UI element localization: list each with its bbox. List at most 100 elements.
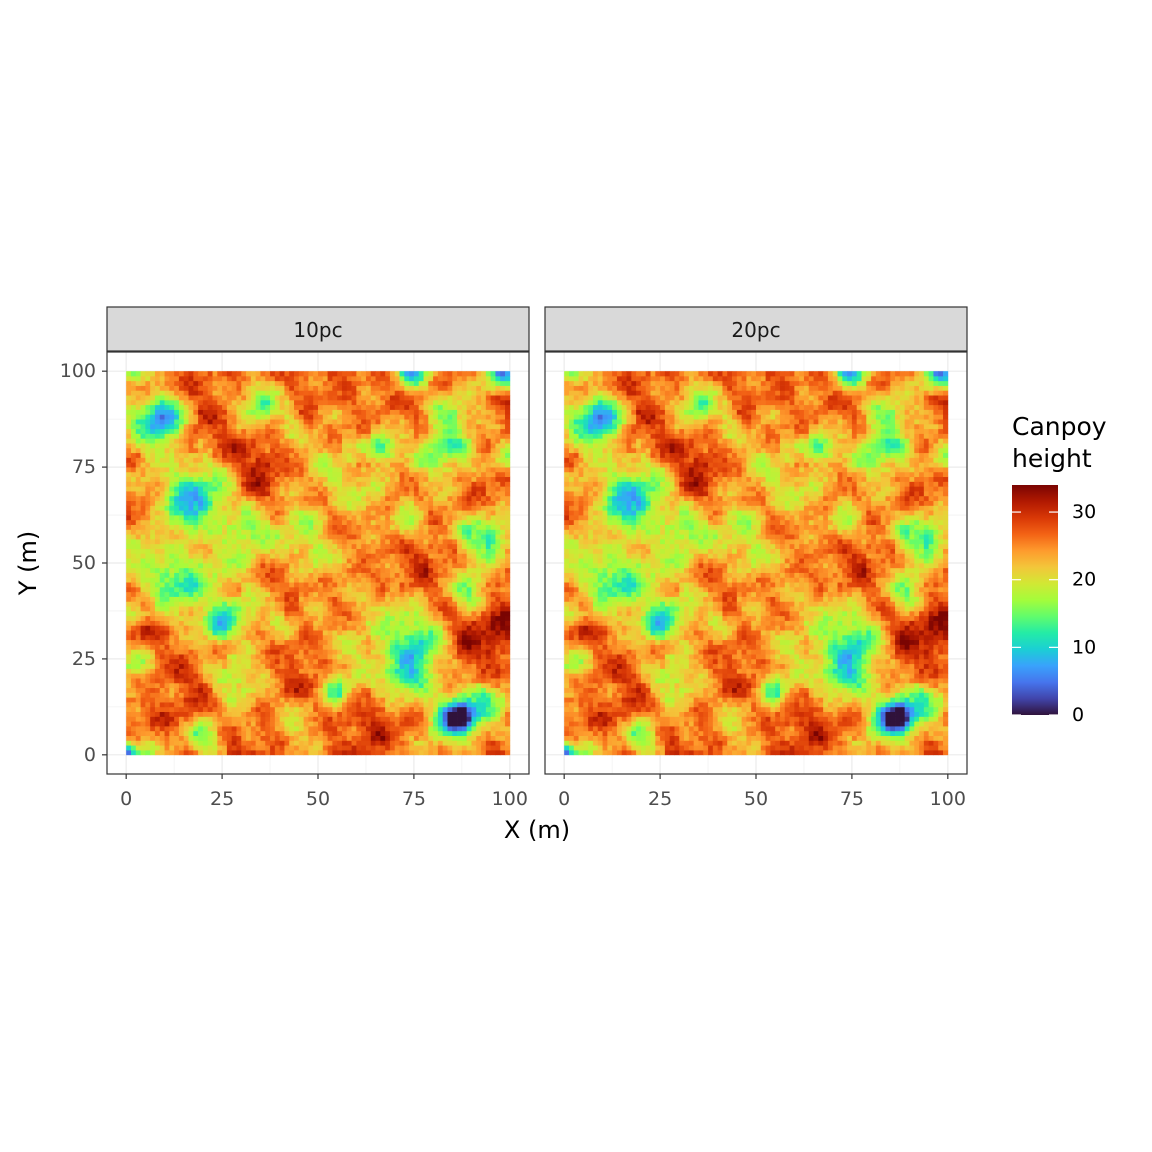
raster-cell: [226, 673, 233, 679]
raster-cell: [140, 558, 146, 564]
raster-cell: [159, 591, 165, 597]
raster-cell: [169, 630, 175, 636]
raster-cell: [183, 553, 189, 559]
raster-cell: [428, 625, 434, 631]
raster-cell: [308, 634, 314, 641]
raster-cell: [341, 505, 348, 511]
raster-cell: [231, 639, 237, 645]
raster-cell: [255, 481, 261, 487]
raster-cell: [481, 601, 487, 607]
raster-cell: [413, 692, 420, 698]
raster-cell: [202, 471, 209, 478]
raster-cell: [226, 481, 233, 487]
raster-cell: [437, 668, 444, 674]
raster-cell: [217, 476, 223, 482]
raster-cell: [389, 654, 396, 660]
raster-cell: [126, 654, 132, 660]
raster-cell: [389, 615, 396, 621]
raster-cell: [423, 519, 429, 525]
raster-cell: [178, 735, 185, 741]
raster-cell: [250, 687, 257, 693]
raster-cell: [442, 673, 448, 679]
raster-cell: [318, 750, 324, 756]
raster-cell: [140, 663, 146, 669]
raster-cell: [250, 500, 257, 506]
raster-cell: [337, 750, 343, 756]
raster-cell: [246, 572, 252, 578]
raster-cell: [231, 553, 237, 559]
raster-cell: [135, 457, 141, 463]
raster-cell: [322, 610, 328, 617]
raster-cell: [500, 457, 506, 463]
raster-cell: [265, 716, 271, 722]
raster-cell: [428, 519, 434, 525]
raster-cell: [437, 615, 444, 621]
raster-cell: [164, 606, 170, 612]
raster-cell: [375, 572, 381, 578]
raster-cell: [385, 726, 391, 732]
raster-cell: [447, 481, 453, 487]
raster-cell: [303, 462, 309, 468]
raster-cell: [385, 644, 391, 650]
raster-cell: [308, 553, 314, 559]
raster-cell: [255, 500, 261, 506]
raster-cell: [361, 539, 367, 545]
raster-cell: [332, 558, 338, 564]
raster-cell: [294, 644, 300, 650]
raster-cell: [140, 721, 146, 727]
raster-cell: [365, 567, 372, 573]
raster-cell: [318, 673, 324, 679]
raster-cell: [322, 567, 328, 573]
raster-cell: [495, 539, 501, 545]
raster-cell: [322, 577, 328, 583]
raster-cell: [433, 591, 439, 597]
raster-cell: [169, 457, 175, 463]
raster-cell: [380, 486, 386, 492]
raster-cell: [198, 668, 204, 674]
raster-cell: [279, 615, 285, 621]
raster-cell: [490, 706, 496, 713]
raster-cell: [188, 615, 194, 621]
raster-cell: [500, 529, 506, 535]
raster-cell: [183, 726, 189, 732]
raster-cell: [413, 654, 420, 660]
raster-cell: [126, 663, 132, 669]
raster-cell: [361, 745, 367, 751]
raster-cell: [226, 711, 233, 717]
raster-cell: [471, 519, 477, 525]
raster-cell: [337, 462, 343, 468]
raster-cell: [341, 663, 348, 669]
raster-cell: [313, 673, 319, 679]
raster-cell: [385, 663, 391, 669]
raster-cell: [217, 510, 223, 516]
raster-cell: [375, 539, 381, 545]
raster-cell: [409, 572, 415, 578]
raster-cell: [265, 721, 271, 727]
raster-cell: [241, 682, 247, 689]
raster-cell: [389, 697, 396, 703]
raster-cell: [270, 543, 276, 549]
raster-cell: [150, 462, 156, 468]
raster-cell: [140, 740, 146, 746]
raster-cell: [351, 563, 357, 569]
raster-cell: [274, 639, 280, 645]
raster-cell: [169, 596, 175, 602]
raster-cell: [380, 620, 386, 626]
raster-cell: [313, 678, 319, 684]
raster-cell: [284, 519, 290, 525]
raster-cell: [500, 711, 506, 717]
raster-cell: [188, 543, 194, 549]
raster-cell: [265, 481, 271, 487]
raster-cell: [265, 591, 271, 597]
raster-cell: [126, 582, 132, 588]
raster-cell: [274, 519, 280, 525]
raster-cell: [222, 610, 228, 617]
raster-cell: [202, 668, 209, 674]
raster-cell: [485, 548, 491, 554]
raster-cell: [476, 711, 482, 717]
raster-cell: [481, 702, 487, 708]
raster-cell: [365, 745, 372, 751]
raster-cell: [135, 462, 141, 468]
raster-cell: [246, 591, 252, 597]
raster-cell: [351, 730, 357, 736]
